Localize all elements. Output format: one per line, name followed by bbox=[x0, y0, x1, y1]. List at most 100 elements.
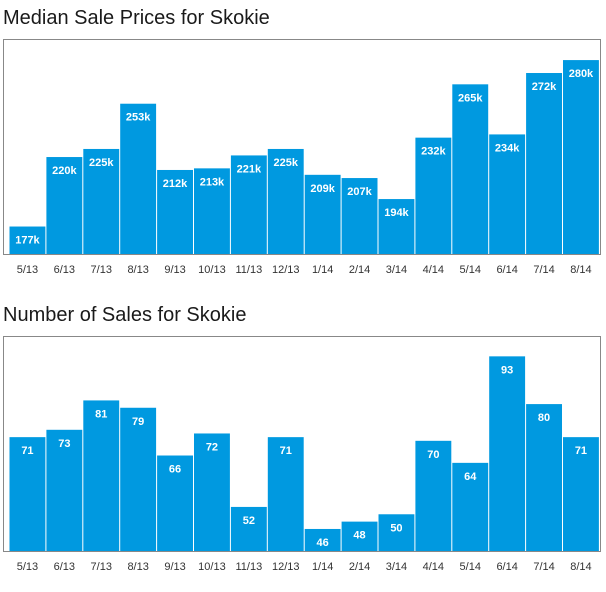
price-bar-8-14 bbox=[563, 60, 599, 254]
price-bar-7-14 bbox=[526, 73, 562, 255]
price-bar-6-13 bbox=[46, 157, 83, 254]
sales-bar-8-14 bbox=[563, 437, 599, 551]
price-bar-8-13 bbox=[120, 103, 157, 254]
sales-x-tick-label: 8/14 bbox=[570, 561, 591, 573]
price-data-label: 221k bbox=[237, 163, 262, 175]
price-data-label: 225k bbox=[274, 157, 299, 169]
sales-bar-2-14 bbox=[341, 521, 378, 551]
price-data-label: 280k bbox=[569, 68, 594, 80]
sales-x-tick-label: 7/13 bbox=[91, 561, 112, 573]
sales-bar-5-14 bbox=[452, 462, 489, 551]
sales-x-tick-label: 9/13 bbox=[164, 561, 185, 573]
price-data-label: 212k bbox=[163, 178, 188, 190]
price-x-tick-label: 6/14 bbox=[496, 264, 517, 276]
sales-x-tick-label: 11/13 bbox=[235, 561, 262, 573]
sales-bar-11-13 bbox=[230, 506, 267, 551]
sales-x-tick-label: 4/14 bbox=[423, 561, 444, 573]
sales-data-label: 71 bbox=[280, 445, 292, 457]
sales-bar-6-14 bbox=[489, 356, 526, 551]
price-x-tick-label: 1/14 bbox=[312, 264, 333, 276]
sales-x-tick-label: 2/14 bbox=[349, 561, 370, 573]
price-data-label: 209k bbox=[310, 183, 335, 195]
price-x-tick-label: 6/13 bbox=[54, 264, 75, 276]
price-bar-10-13 bbox=[194, 168, 230, 254]
sales-data-label: 71 bbox=[21, 445, 33, 457]
sales-bar-7-13 bbox=[83, 400, 120, 551]
price-x-tick-label: 8/13 bbox=[127, 264, 148, 276]
sales-data-label: 71 bbox=[575, 445, 587, 457]
price-x-tick-label: 4/14 bbox=[423, 264, 444, 276]
price-bar-2-14 bbox=[341, 178, 378, 254]
price-bar-3-14 bbox=[378, 199, 415, 254]
sales-x-tick-label: 8/13 bbox=[127, 561, 148, 573]
sales-bar-3-14 bbox=[378, 514, 415, 551]
price-x-tick-label: 9/13 bbox=[164, 264, 185, 276]
sales-bar-9-13 bbox=[157, 455, 193, 551]
sales-x-tick-label: 3/14 bbox=[386, 561, 407, 573]
price-bar-5-13 bbox=[9, 226, 46, 254]
sales-data-label: 72 bbox=[206, 441, 218, 453]
price-x-tick-label: 7/13 bbox=[91, 264, 112, 276]
sales-bar-7-14 bbox=[526, 404, 562, 551]
price-bar-12-13 bbox=[267, 148, 304, 254]
sales-x-tick-label: 6/13 bbox=[54, 561, 75, 573]
sales-x-tick-label: 5/14 bbox=[460, 561, 481, 573]
sales-data-label: 66 bbox=[169, 464, 181, 476]
sales-data-label: 81 bbox=[95, 408, 107, 420]
price-x-tick-label: 10/13 bbox=[198, 264, 226, 276]
sales-bar-5-13 bbox=[9, 437, 46, 551]
sales-data-label: 48 bbox=[353, 530, 365, 542]
sales-bar-1-14 bbox=[304, 528, 341, 551]
chart-title-number-of-sales: Number of Sales for Skokie bbox=[3, 304, 247, 326]
price-bar-5-14 bbox=[452, 84, 489, 254]
price-bar-4-14 bbox=[415, 137, 452, 254]
price-x-tick-label: 2/14 bbox=[349, 264, 370, 276]
sales-data-label: 70 bbox=[427, 449, 439, 461]
price-data-label: 194k bbox=[384, 207, 409, 219]
sales-x-tick-label: 5/13 bbox=[17, 561, 38, 573]
sales-data-label: 93 bbox=[501, 364, 513, 376]
price-x-tick-label: 12/13 bbox=[272, 264, 300, 276]
price-data-label: 253k bbox=[126, 112, 151, 124]
sales-data-label: 64 bbox=[464, 471, 477, 483]
sales-data-label: 52 bbox=[243, 515, 255, 527]
price-bar-7-13 bbox=[83, 148, 120, 254]
sales-x-tick-label: 12/13 bbox=[272, 561, 300, 573]
median-sale-prices-chart: 177k 5/13 220k 6/13 225k 7/13 253k 8/13 212k 9/13… bbox=[3, 39, 601, 276]
sales-plot-frame bbox=[3, 336, 601, 552]
sales-x-tick-label: 10/13 bbox=[198, 561, 226, 573]
price-data-label: 265k bbox=[458, 92, 483, 104]
price-x-tick-label: 5/13 bbox=[17, 264, 38, 276]
price-data-label: 234k bbox=[495, 142, 520, 154]
price-plot-frame bbox=[3, 39, 601, 255]
price-data-label: 272k bbox=[532, 81, 557, 93]
sales-x-tick-label: 6/14 bbox=[496, 561, 517, 573]
price-data-label: 220k bbox=[52, 165, 77, 177]
price-data-label: 177k bbox=[15, 235, 40, 247]
chart-title-median-sale-prices: Median Sale Prices for Skokie bbox=[3, 7, 270, 29]
sales-data-label: 79 bbox=[132, 416, 144, 428]
sales-data-label: 73 bbox=[58, 438, 70, 450]
sales-bar-12-13 bbox=[267, 437, 304, 551]
sales-x-tick-label: 7/14 bbox=[533, 561, 554, 573]
sales-x-tick-label: 1/14 bbox=[312, 561, 333, 573]
sales-bar-4-14 bbox=[415, 440, 452, 551]
sales-data-label: 80 bbox=[538, 412, 550, 424]
price-bar-6-14 bbox=[489, 134, 526, 254]
sales-bar-8-13 bbox=[120, 407, 157, 551]
sales-data-label: 50 bbox=[390, 522, 402, 534]
price-x-tick-label: 11/13 bbox=[235, 264, 262, 276]
price-x-tick-label: 3/14 bbox=[386, 264, 407, 276]
sales-bar-10-13 bbox=[194, 433, 230, 551]
price-data-label: 225k bbox=[89, 157, 114, 169]
price-bar-1-14 bbox=[304, 174, 341, 254]
price-x-tick-label: 7/14 bbox=[533, 264, 554, 276]
price-bar-9-13 bbox=[157, 169, 193, 254]
price-data-label: 213k bbox=[200, 176, 225, 188]
price-data-label: 207k bbox=[347, 186, 372, 198]
sales-data-label: 46 bbox=[317, 537, 329, 549]
sales-bar-6-13 bbox=[46, 429, 83, 551]
price-x-tick-label: 5/14 bbox=[460, 264, 481, 276]
price-bar-11-13 bbox=[230, 155, 267, 254]
